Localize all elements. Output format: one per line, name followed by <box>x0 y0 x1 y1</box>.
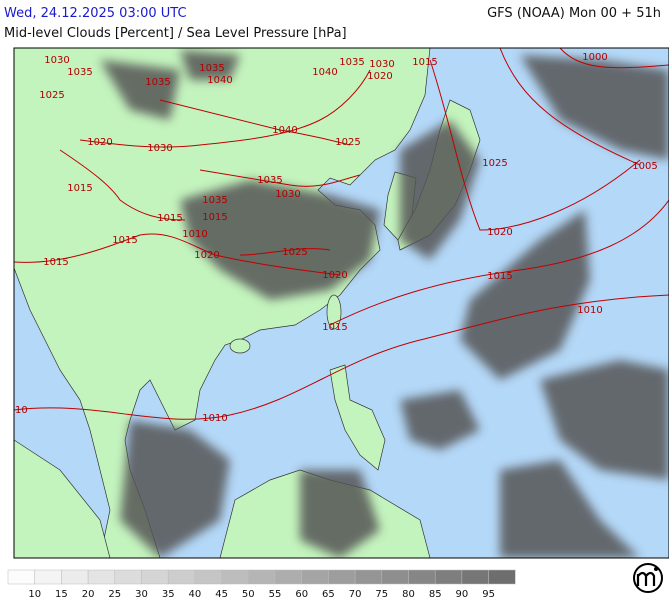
legend-label: 55 <box>269 589 282 600</box>
isobar-label: 1040 <box>207 75 232 86</box>
isobar-label: 1015 <box>412 57 437 68</box>
legend-swatch <box>301 569 329 585</box>
map-frame <box>13 47 669 559</box>
isobar-label: 1015 <box>202 212 227 223</box>
isobar-label: 1015 <box>157 213 182 224</box>
isobars <box>14 48 669 420</box>
legend-swatch <box>248 569 276 585</box>
clouds <box>100 50 669 558</box>
isobar-label: 1035 <box>202 195 227 206</box>
legend-label: 65 <box>322 589 335 600</box>
isobar-label: 1015 <box>112 235 137 246</box>
legend-label: 20 <box>82 589 95 600</box>
legend-label: 30 <box>135 589 148 600</box>
legend-swatch <box>274 569 302 585</box>
isobar-label: 1035 <box>145 77 170 88</box>
legend-swatch <box>87 569 116 585</box>
legend-label: 35 <box>162 589 175 600</box>
legend-swatch <box>221 569 249 585</box>
legend-swatch <box>461 569 489 585</box>
isobar-label: 1030 <box>44 55 69 66</box>
legend-label: 95 <box>482 589 495 600</box>
isobar-label: 1010 <box>577 305 602 316</box>
isobar-label: 1010 <box>182 229 207 240</box>
isobar-label: 1005 <box>632 161 657 172</box>
legend-swatch <box>167 569 196 585</box>
legend-swatch <box>381 569 409 585</box>
isobar-label: 1010 <box>202 413 227 424</box>
legend-label: 15 <box>55 589 68 600</box>
legend: 10 15 20 25 30 35 40 45 50 55 60 65 70 75 80 85 90 95 <box>7 569 516 600</box>
isobar-label: 1025 <box>39 90 64 101</box>
isobar-labels: 1030103510251035103510401040103510201030… <box>2 52 658 424</box>
isobar-label: 1020 <box>367 71 392 82</box>
legend-swatch <box>194 569 222 585</box>
legend-label: 80 <box>402 589 415 600</box>
isobar-label: 1000 <box>582 52 607 63</box>
legend-swatch <box>408 569 436 585</box>
isobar-label: 1015 <box>487 271 512 282</box>
isobar-label: 1035 <box>339 57 364 68</box>
map-title: Mid-level Clouds [Percent] / Sea Level P… <box>4 26 347 41</box>
legend-label: 10 <box>28 589 41 600</box>
isobar-label: 1030 <box>147 143 172 154</box>
isobar-label: 1025 <box>482 158 507 169</box>
legend-label: 90 <box>456 589 469 600</box>
isobar-label: 1020 <box>194 250 219 261</box>
legend-label: 85 <box>429 589 442 600</box>
isobar-label: 1035 <box>199 63 224 74</box>
legend-swatch <box>7 569 35 585</box>
isobar-label: 1025 <box>335 137 360 148</box>
legend-swatch <box>114 569 142 585</box>
legend-swatch <box>328 569 356 585</box>
isobar-label: 1035 <box>67 67 92 78</box>
isobar-label: 1040 <box>312 67 337 78</box>
isobar-label: 1010 <box>2 405 27 416</box>
legend-label: 70 <box>349 589 362 600</box>
legend-label: 25 <box>108 589 121 600</box>
legend-label: 60 <box>295 589 308 600</box>
isobar-label: 1020 <box>487 227 512 238</box>
isobar-label: 1030 <box>275 189 300 200</box>
isobar-label: 1040 <box>272 125 297 136</box>
isobar-label: 1030 <box>369 59 394 70</box>
isobar-label: 1015 <box>43 257 68 268</box>
legend-swatch <box>141 569 169 585</box>
isobar-label: 1025 <box>282 247 307 258</box>
legend-swatch <box>34 569 62 585</box>
isobar-label: 1015 <box>322 322 347 333</box>
legend-label: 75 <box>375 589 388 600</box>
logo <box>633 563 663 593</box>
isobar-label: 1020 <box>87 137 112 148</box>
legend-swatch <box>354 569 383 585</box>
isobar-label: 1020 <box>322 270 347 281</box>
legend-label: 50 <box>242 589 255 600</box>
isobar-label: 1015 <box>67 183 92 194</box>
legend-label: 40 <box>189 589 202 600</box>
legend-swatch <box>488 569 516 585</box>
datetime: Wed, 24.12.2025 03:00 UTC <box>4 6 187 21</box>
legend-swatch <box>61 569 89 585</box>
legend-label: 45 <box>215 589 228 600</box>
isobar-label: 1035 <box>257 175 282 186</box>
map-area: 1030103510251035103510401040103510201030… <box>2 48 669 558</box>
legend-swatch <box>434 569 463 585</box>
model-run: GFS (NOAA) Mon 00 + 51h <box>487 6 661 21</box>
